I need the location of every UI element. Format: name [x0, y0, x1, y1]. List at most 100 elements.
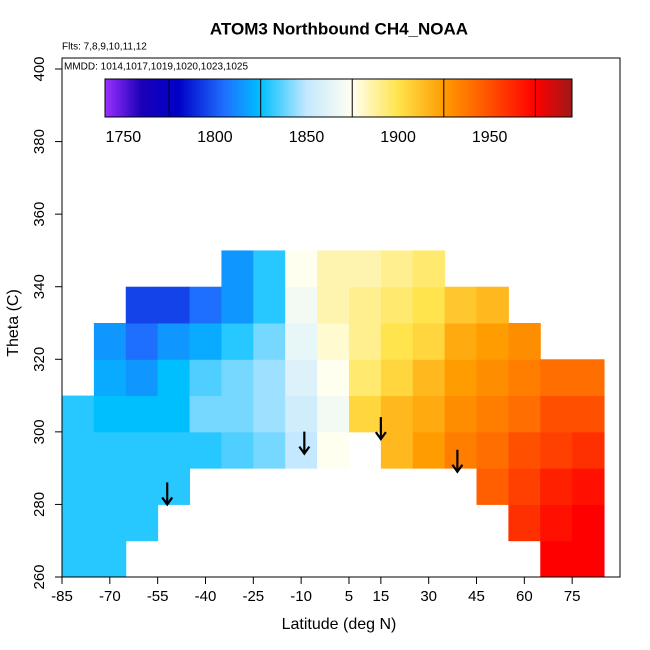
heat-cell [125, 359, 159, 397]
heat-cell [348, 359, 382, 397]
heat-cell [157, 323, 191, 360]
heat-cell [253, 250, 286, 288]
heat-cell [348, 250, 382, 288]
heat-cell [157, 359, 191, 397]
x-tick-label: -85 [51, 588, 73, 605]
heat-cell [93, 468, 127, 505]
chart-title: ATOM3 Northbound CH4_NOAA [210, 19, 468, 38]
arrow-head [374, 431, 387, 442]
y-tick-label: 260 [31, 564, 48, 589]
x-tick-label: 15 [373, 588, 390, 605]
heat-cell [476, 359, 509, 397]
heat-cell [380, 431, 414, 469]
heat-cell [348, 323, 382, 360]
heat-cell [380, 250, 414, 288]
heat-cell [508, 431, 541, 469]
colorbar-tick-label: 1800 [197, 129, 233, 146]
x-tick-label: -10 [290, 588, 312, 605]
x-tick-label: 75 [564, 588, 581, 605]
heat-cell [317, 431, 350, 469]
heat-cell [189, 359, 222, 397]
heat-cell [125, 395, 159, 433]
heat-cell [412, 286, 446, 324]
heat-cell [253, 286, 286, 324]
heat-cell [317, 395, 350, 433]
y-tick-label: 280 [31, 492, 48, 517]
heat-cell [572, 431, 605, 469]
x-tick-label: -55 [147, 588, 169, 605]
heat-cell [476, 286, 509, 324]
x-axis-label: Latitude (deg N) [282, 616, 397, 633]
heat-cell [540, 540, 573, 578]
y-tick-label: 380 [31, 129, 48, 154]
heat-cell [444, 431, 478, 469]
arrow [451, 449, 464, 474]
colorbar-tick-label: 1850 [289, 129, 325, 146]
arrow-head [161, 496, 174, 507]
heat-cell [93, 359, 127, 397]
x-tick-label: 5 [345, 588, 353, 605]
heat-cell [444, 395, 478, 433]
heat-cell [412, 431, 446, 469]
heat-cell [380, 286, 414, 324]
heat-cell [572, 395, 605, 433]
heat-cell [508, 468, 541, 505]
heat-cell [444, 286, 478, 324]
heat-cell [508, 504, 541, 542]
heat-cell [285, 395, 318, 433]
heat-cell [62, 540, 95, 578]
heat-cell [125, 286, 159, 324]
heat-cell [412, 323, 446, 360]
y-tick-label: 400 [31, 56, 48, 81]
heat-cell [444, 359, 478, 397]
heat-cell [476, 395, 509, 433]
heat-cell [572, 359, 605, 397]
heat-cell [93, 504, 127, 542]
arrow-head [451, 464, 464, 474]
annotation: Flts: 7,8,9,10,11,12 [62, 42, 147, 53]
heat-cell [285, 323, 318, 360]
heat-cell [157, 395, 191, 433]
heat-cell [380, 359, 414, 397]
heat-cell [221, 250, 254, 288]
heat-cell [285, 250, 318, 288]
heat-cell [62, 395, 95, 433]
x-tick-label: -70 [99, 588, 121, 605]
y-axis-label: Theta (C) [5, 289, 22, 357]
heat-cell [125, 504, 159, 542]
heat-cell [125, 431, 159, 469]
heat-cell [221, 359, 254, 397]
heat-cell [253, 359, 286, 397]
y-tick-label: 360 [31, 202, 48, 227]
heat-cell [253, 395, 286, 433]
arrow [374, 417, 387, 442]
heat-cell [93, 431, 127, 469]
heat-cell [62, 431, 95, 469]
heat-cell [253, 323, 286, 360]
heat-cell [285, 359, 318, 397]
heat-cell [572, 468, 605, 505]
heat-cell [189, 323, 222, 360]
heat-cell [540, 359, 573, 397]
annotation: MMDD: 1014,1017,1019,1020,1023,1025 [64, 62, 248, 73]
heat-cell [380, 323, 414, 360]
heat-cell [540, 504, 573, 542]
heat-cell [285, 286, 318, 324]
heat-cell [317, 286, 350, 324]
x-tick-label: 30 [420, 588, 437, 605]
heat-cell [125, 323, 159, 360]
y-tick-label: 340 [31, 274, 48, 299]
heat-cell [572, 540, 605, 578]
heat-cell [253, 431, 286, 469]
heat-cell [221, 323, 254, 360]
heat-cell [508, 395, 541, 433]
heat-cell [125, 468, 159, 505]
colorbar-tick-label: 1750 [106, 129, 142, 146]
y-tick-label: 300 [31, 419, 48, 444]
heat-cell [540, 395, 573, 433]
arrow [298, 431, 311, 456]
heat-cell [572, 504, 605, 542]
heat-cell [93, 323, 127, 360]
heat-cell [348, 395, 382, 433]
